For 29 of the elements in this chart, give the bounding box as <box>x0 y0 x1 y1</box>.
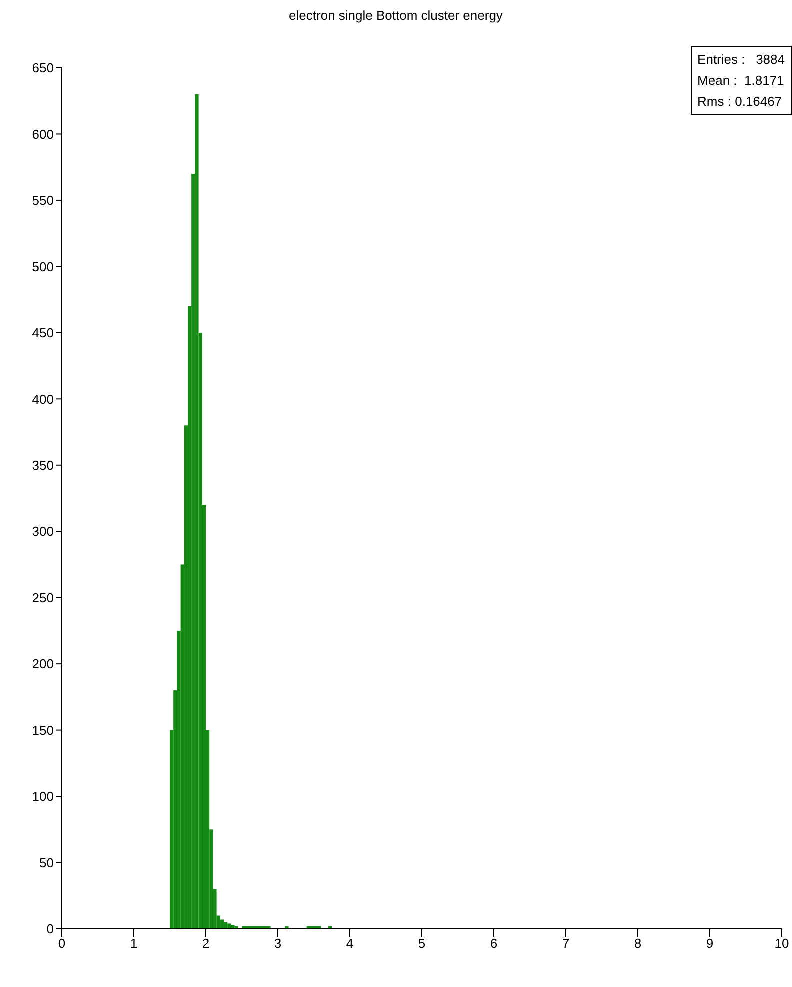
text: Entries : 3884 <box>698 51 785 69</box>
y-tick-label: 500 <box>32 259 54 274</box>
y-tick-label: 650 <box>32 60 54 76</box>
y-tick-label: 350 <box>32 458 54 473</box>
x-tick-label: 4 <box>346 936 354 952</box>
x-tick-label: 7 <box>562 936 570 952</box>
x-tick-label: 3 <box>274 936 282 952</box>
x-tick-label: 6 <box>490 936 498 952</box>
y-tick-label: 450 <box>32 326 54 341</box>
y-tick-label: 150 <box>32 722 54 738</box>
y-tick-label: 250 <box>32 590 54 606</box>
x-tick-label: 5 <box>418 936 426 952</box>
annotation: Rms : 0.16467 <box>698 93 784 111</box>
y-tick-label: 400 <box>32 392 54 407</box>
y-tick-label: 550 <box>32 193 54 208</box>
y-tick-label: 0 <box>46 922 54 937</box>
chart-title: electron single Bottom cluster energy <box>288 8 504 23</box>
x-tick-label: 8 <box>634 936 642 952</box>
x-tick-label: 10 <box>774 936 790 952</box>
x-tick-label: 2 <box>202 936 210 952</box>
y-tick-label: 200 <box>32 656 54 672</box>
x-tick-label: 0 <box>58 936 66 952</box>
y-tick-label: 600 <box>32 126 54 142</box>
y-tick-label: 50 <box>40 855 54 870</box>
y-tick-label: 100 <box>32 789 54 804</box>
annotation: Mean : 1.8171 <box>698 72 785 90</box>
y-tick-label: 300 <box>32 524 54 540</box>
x-tick-label: 9 <box>706 936 714 952</box>
x-tick-label: 1 <box>130 936 138 952</box>
